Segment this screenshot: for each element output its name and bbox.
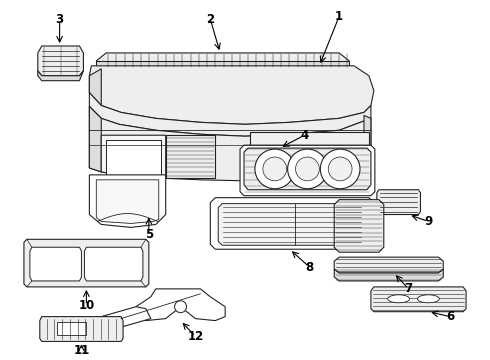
- Polygon shape: [38, 71, 83, 81]
- Polygon shape: [89, 107, 101, 172]
- Polygon shape: [210, 198, 374, 249]
- Polygon shape: [371, 287, 466, 312]
- Polygon shape: [38, 46, 83, 76]
- Text: 11: 11: [74, 344, 90, 357]
- Polygon shape: [377, 190, 420, 215]
- Polygon shape: [101, 135, 166, 178]
- Polygon shape: [244, 148, 371, 190]
- Polygon shape: [97, 53, 349, 68]
- Text: 8: 8: [305, 261, 314, 274]
- Polygon shape: [84, 247, 143, 281]
- Circle shape: [328, 157, 352, 181]
- Polygon shape: [89, 93, 371, 136]
- Polygon shape: [334, 200, 384, 252]
- Polygon shape: [89, 69, 101, 105]
- Text: 6: 6: [446, 310, 454, 323]
- Polygon shape: [106, 140, 161, 175]
- Circle shape: [263, 157, 287, 181]
- Text: 9: 9: [424, 215, 433, 228]
- Text: 7: 7: [405, 282, 413, 295]
- Text: 12: 12: [187, 330, 203, 343]
- Polygon shape: [24, 239, 149, 287]
- Polygon shape: [57, 321, 86, 336]
- Polygon shape: [250, 132, 369, 178]
- Circle shape: [320, 149, 360, 189]
- Polygon shape: [89, 66, 374, 124]
- Polygon shape: [89, 175, 166, 228]
- Polygon shape: [334, 257, 443, 273]
- Text: 1: 1: [335, 10, 343, 23]
- Text: 5: 5: [145, 228, 153, 241]
- Ellipse shape: [417, 295, 440, 303]
- Text: 2: 2: [206, 13, 214, 26]
- Polygon shape: [30, 247, 81, 281]
- Polygon shape: [89, 107, 371, 181]
- Text: 4: 4: [300, 129, 309, 142]
- Text: 10: 10: [78, 299, 95, 312]
- Circle shape: [255, 149, 294, 189]
- Ellipse shape: [388, 295, 410, 303]
- Polygon shape: [166, 135, 215, 178]
- Polygon shape: [136, 289, 225, 321]
- Circle shape: [295, 157, 319, 181]
- Polygon shape: [97, 180, 159, 224]
- Polygon shape: [97, 307, 151, 330]
- Circle shape: [288, 149, 327, 189]
- Polygon shape: [244, 148, 371, 190]
- Circle shape: [174, 301, 187, 313]
- Polygon shape: [97, 61, 349, 68]
- Polygon shape: [240, 145, 375, 196]
- Polygon shape: [218, 204, 366, 245]
- Polygon shape: [40, 317, 123, 341]
- Polygon shape: [364, 116, 371, 178]
- Polygon shape: [334, 269, 443, 281]
- Text: 3: 3: [55, 13, 64, 26]
